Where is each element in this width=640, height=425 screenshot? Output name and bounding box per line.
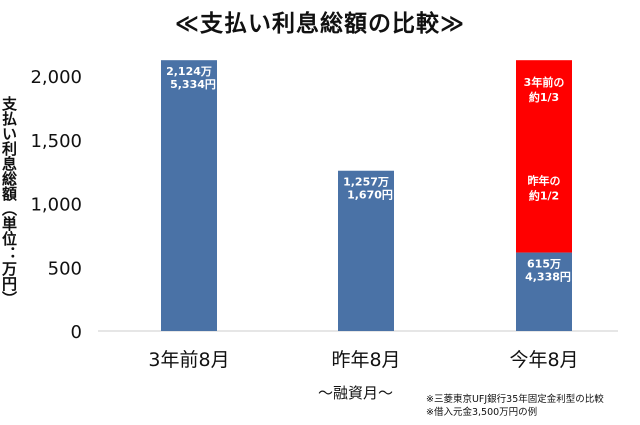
footnote-bank: ※三菱東京UFJ銀行35年固定金利型の比較 <box>426 394 604 405</box>
comparison-label: 約1/2 <box>529 188 559 202</box>
y-tick-label: 500 <box>48 258 82 279</box>
chart-title: ≪支払い利息総額の比較≫ <box>174 11 466 37</box>
bar <box>338 170 394 331</box>
y-tick-label: 0 <box>71 322 82 343</box>
bar-value-label: 1,670円 <box>347 189 393 202</box>
y-tick-label: 2,000 <box>30 67 82 88</box>
bar <box>516 252 572 331</box>
bar-value-label: 2,124万 <box>166 65 212 78</box>
bar-value-label: 4,338円 <box>525 271 571 284</box>
y-tick-label: 1,000 <box>30 195 82 216</box>
bar <box>161 60 217 331</box>
comparison-label: 昨年の <box>528 173 561 187</box>
x-axis-label: ～融資月～ <box>318 384 394 402</box>
comparison-label: 約1/3 <box>529 90 559 104</box>
x-tick-label: 今年8月 <box>509 349 578 371</box>
comparison-label: 3年前の <box>524 75 565 89</box>
footnote-principal: ※借入元金3,500万円の例 <box>426 407 538 418</box>
bar-value-label: 615万 <box>527 258 561 271</box>
footnotes: ※三菱東京UFJ銀行35年固定金利型の比較 ※借入元金3,500万円の例 <box>426 393 604 419</box>
y-axis-label: 支払い利息総額（単位：万円） <box>0 96 18 306</box>
bar-value-label: 1,257万 <box>343 176 389 189</box>
x-tick-label: 昨年8月 <box>331 349 400 371</box>
y-tick-label: 1,500 <box>30 131 82 152</box>
bar-value-label: 5,334円 <box>170 78 216 91</box>
x-tick-label: 3年前8月 <box>148 349 229 371</box>
comparison-bar-segment <box>516 60 572 253</box>
